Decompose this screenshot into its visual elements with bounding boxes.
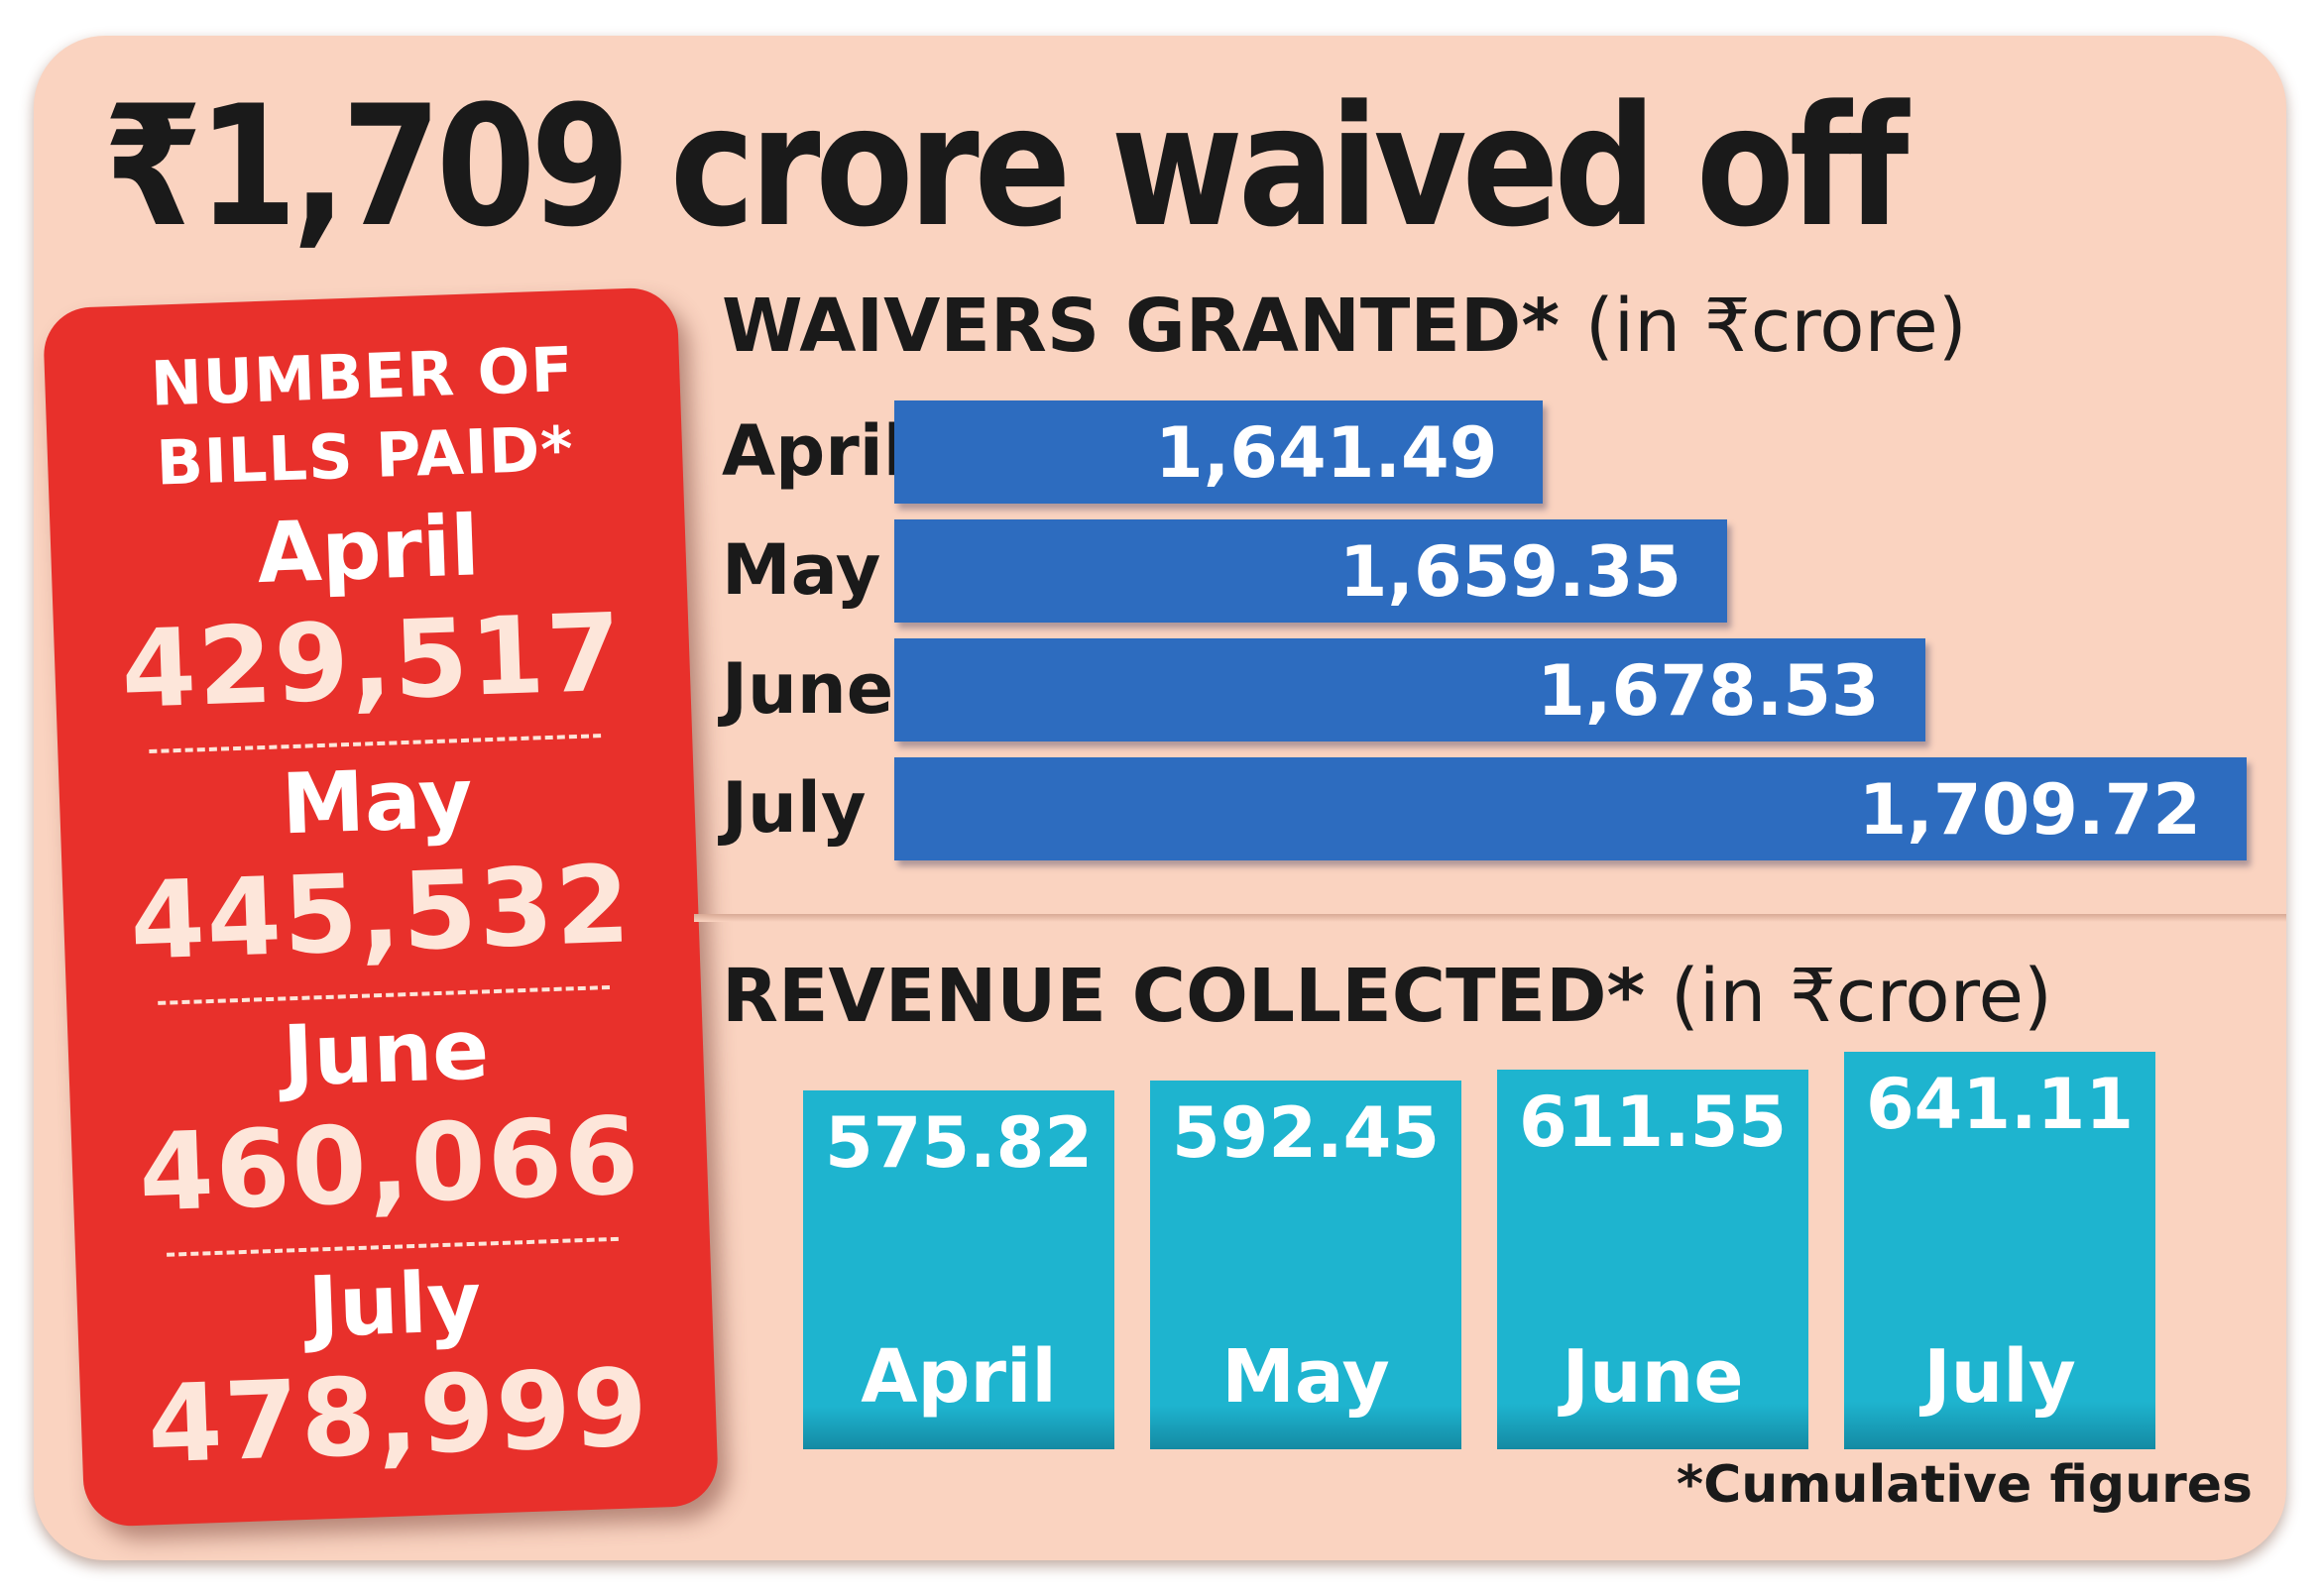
bill-entry-june: June 460,066 — [66, 988, 709, 1262]
waiver-category-label: April — [722, 410, 907, 492]
revenue-bar: 641.11 July — [1844, 1052, 2155, 1449]
waivers-title-unit: (in ₹crore) — [1584, 284, 1967, 369]
waiver-bar: 1,709.72 — [894, 757, 2247, 860]
waiver-bar: 1,641.49 — [894, 400, 1544, 504]
bill-entry-july: July 478,999 — [75, 1240, 718, 1514]
footnote: *Cumulative figures — [1676, 1455, 2253, 1515]
revenue-value-label: 575.82 — [824, 1102, 1094, 1184]
revenue-category-label: June — [1562, 1333, 1744, 1420]
waiver-bar: 1,659.35 — [894, 519, 1728, 623]
revenue-category-label: July — [1923, 1333, 2076, 1420]
bill-value: 429,517 — [119, 591, 626, 733]
revenue-bar: 611.55 June — [1497, 1069, 1808, 1449]
bill-entry-may: May 445,532 — [58, 737, 701, 1010]
main-title: ₹1,709 crore waived off — [103, 69, 1909, 264]
waiver-category-label: June — [722, 648, 894, 730]
waiver-category-label: July — [722, 767, 867, 849]
bill-value: 445,532 — [128, 843, 635, 984]
bill-value: 478,999 — [145, 1345, 651, 1488]
revenue-value-label: 611.55 — [1518, 1081, 1788, 1163]
revenue-title: REVENUE COLLECTED* (in ₹crore) — [722, 954, 2052, 1039]
revenue-title-bold: REVENUE COLLECTED* — [722, 954, 1646, 1039]
revenue-title-unit: (in ₹crore) — [1670, 954, 2052, 1039]
revenue-category-label: May — [1221, 1333, 1390, 1420]
revenue-category-label: April — [861, 1334, 1057, 1420]
waiver-category-label: May — [722, 529, 881, 611]
revenue-value-label: 641.11 — [1865, 1064, 2135, 1146]
waiver-bar: 1,678.53 — [894, 638, 1925, 741]
bill-value: 460,066 — [137, 1094, 643, 1236]
waivers-title-bold: WAIVERS GRANTED* — [722, 284, 1561, 369]
waiver-value-label: 1,641.49 — [1154, 412, 1498, 494]
waiver-value-label: 1,659.35 — [1338, 531, 1682, 613]
waivers-title: WAIVERS GRANTED* (in ₹crore) — [722, 284, 1967, 369]
section-divider — [694, 914, 2286, 922]
bills-paid-title: NUMBER OF BILLS PAID* — [44, 326, 683, 507]
waiver-value-label: 1,678.53 — [1537, 650, 1880, 732]
revenue-bar: 575.82 April — [803, 1090, 1114, 1449]
revenue-bar: 592.45 May — [1150, 1081, 1461, 1449]
waiver-value-label: 1,709.72 — [1858, 769, 2201, 851]
bills-paid-card: NUMBER OF BILLS PAID* April 429,517 May … — [42, 286, 720, 1528]
bill-entry-april: April 429,517 — [50, 485, 692, 758]
revenue-value-label: 592.45 — [1171, 1092, 1441, 1175]
